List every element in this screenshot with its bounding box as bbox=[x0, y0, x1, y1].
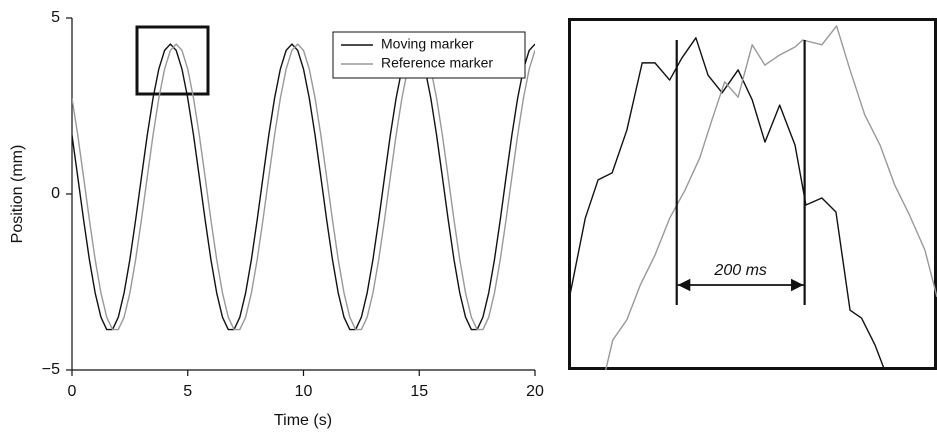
y-tick-label: −5 bbox=[42, 361, 60, 378]
line-series bbox=[72, 43, 535, 331]
y-tick-label: 0 bbox=[51, 185, 60, 202]
legend-box bbox=[332, 31, 526, 79]
inset-area bbox=[569, 25, 937, 370]
line-series bbox=[569, 37, 886, 370]
legend-label: Moving marker bbox=[381, 36, 474, 52]
annotation: 200 ms bbox=[713, 262, 766, 279]
x-tick-label: 0 bbox=[68, 383, 77, 400]
zoom-box bbox=[135, 25, 210, 96]
x-tick-label: 5 bbox=[183, 383, 192, 400]
line-series bbox=[605, 25, 937, 370]
plot-area bbox=[72, 43, 535, 331]
y-tick-label: 5 bbox=[51, 9, 60, 26]
line-series bbox=[72, 43, 535, 331]
x-tick-label: 15 bbox=[410, 383, 428, 400]
y-axis-label: Position (mm) bbox=[9, 145, 26, 244]
x-tick-label: 20 bbox=[526, 383, 544, 400]
legend-label: Reference marker bbox=[381, 55, 493, 71]
x-tick-label: 10 bbox=[295, 383, 313, 400]
inset-frame bbox=[568, 18, 937, 370]
x-axis-label: Time (s) bbox=[274, 412, 332, 429]
